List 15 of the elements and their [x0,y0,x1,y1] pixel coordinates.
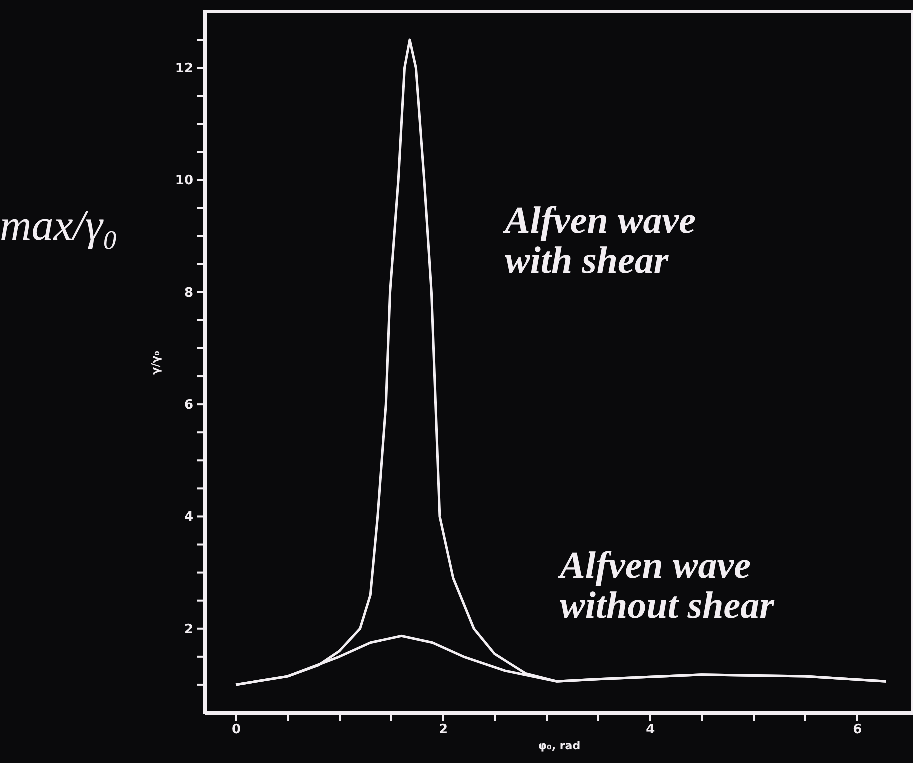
y-tick-label: 6 [184,398,194,414]
series-label: Alfven wave with shear [503,200,696,282]
series-label: Alfven wave without shear [558,545,776,627]
x-tick-label: 0 [232,722,242,738]
x-tick-label: 6 [853,722,862,738]
y-tick-label: 2 [184,622,194,638]
y-tick-label: 12 [175,62,194,77]
x-tick-label: 4 [646,722,656,738]
x-tick-label: 2 [439,722,448,738]
y-axis-title: γ/γ₀ [149,350,162,375]
text: max/γ₀ [0,201,118,250]
y-tick-label: 10 [175,174,194,189]
y-tick-label: 8 [184,286,194,301]
y-tick-label: 4 [184,510,194,526]
x-axis-title: φ₀, rad [538,740,581,752]
